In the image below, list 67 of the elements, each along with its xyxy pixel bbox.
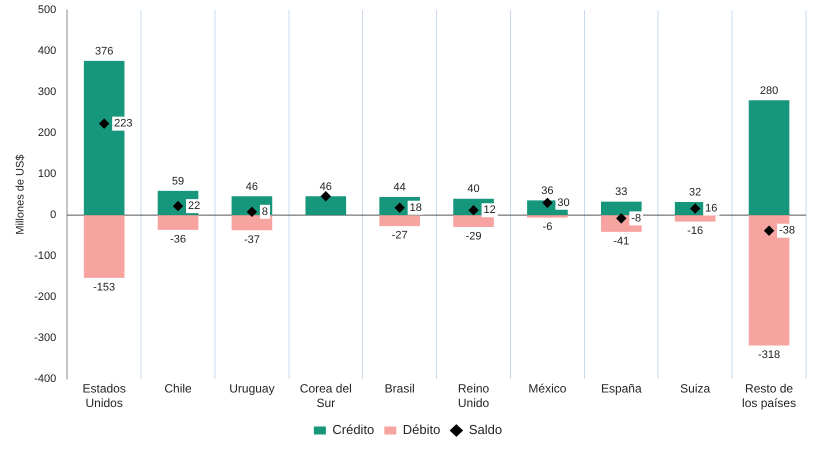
data-label: -27 bbox=[392, 230, 408, 242]
data-label: 33 bbox=[615, 186, 628, 198]
data-label: 16 bbox=[705, 202, 718, 215]
data-label: 59 bbox=[172, 175, 184, 188]
point bbox=[320, 191, 331, 202]
bar bbox=[305, 196, 346, 216]
data-label: 46 bbox=[246, 180, 258, 193]
y-tick-label: -300 bbox=[34, 332, 56, 344]
y-tick-label: -100 bbox=[34, 250, 56, 262]
data-label: -37 bbox=[244, 234, 260, 246]
bar bbox=[379, 215, 420, 226]
y-tick-label: 400 bbox=[38, 45, 56, 58]
data-label: -38 bbox=[779, 224, 795, 237]
x-tick-label: Chile bbox=[164, 382, 192, 396]
data-label: -16 bbox=[687, 225, 704, 238]
bar bbox=[158, 215, 198, 230]
x-tick-label: España bbox=[600, 382, 642, 396]
point bbox=[690, 204, 700, 214]
data-label: 30 bbox=[557, 196, 570, 209]
data-label: -36 bbox=[170, 233, 186, 246]
bar bbox=[453, 215, 494, 228]
legend-label: Débito bbox=[402, 422, 440, 438]
x-tick-label: Brasil bbox=[384, 382, 415, 396]
legend-label: Crédito bbox=[332, 422, 374, 438]
y-tick-label: 0 bbox=[50, 209, 56, 222]
bar bbox=[84, 215, 124, 278]
data-label: -41 bbox=[613, 235, 630, 248]
point bbox=[246, 206, 257, 217]
data-label: 44 bbox=[394, 182, 406, 194]
y-tick-label: -200 bbox=[34, 291, 56, 304]
x-tick-label: Reino Unido bbox=[458, 382, 490, 410]
data-label: 8 bbox=[262, 206, 268, 218]
data-label: 46 bbox=[320, 180, 332, 193]
bar bbox=[748, 100, 790, 216]
point bbox=[764, 226, 774, 236]
data-label: 36 bbox=[541, 184, 554, 197]
data-label: 280 bbox=[760, 84, 778, 97]
data-label: 18 bbox=[410, 202, 422, 214]
point bbox=[99, 118, 110, 129]
y-tick-label: -400 bbox=[34, 373, 56, 386]
data-label: 40 bbox=[467, 183, 480, 196]
data-label: -8 bbox=[631, 212, 642, 224]
bar bbox=[600, 202, 642, 216]
legend-label: Saldo bbox=[468, 422, 502, 438]
x-tick-label: Estados Unidos bbox=[82, 382, 126, 410]
y-tick-label: 100 bbox=[38, 168, 56, 180]
data-label: 22 bbox=[188, 200, 200, 212]
x-tick-label: Uruguay bbox=[229, 382, 275, 396]
data-label: -318 bbox=[758, 349, 780, 362]
bar bbox=[674, 215, 716, 222]
data-label: 376 bbox=[94, 45, 114, 58]
bar bbox=[232, 215, 272, 230]
y-tick-label: 200 bbox=[38, 127, 56, 140]
data-label: 32 bbox=[689, 186, 702, 199]
x-tick-label: México bbox=[528, 382, 567, 396]
data-label: 223 bbox=[114, 118, 133, 130]
bar bbox=[527, 215, 568, 218]
x-tick-label: Suiza bbox=[680, 382, 711, 396]
y-axis-title: Millones de US$ bbox=[14, 154, 27, 235]
x-tick-label: Resto de los países bbox=[742, 382, 796, 410]
data-label: 12 bbox=[484, 204, 496, 216]
data-label: -29 bbox=[466, 230, 482, 243]
y-tick-label: 500 bbox=[38, 4, 56, 16]
y-tick-label: 300 bbox=[38, 86, 56, 98]
data-label: -153 bbox=[93, 281, 116, 294]
data-label: -6 bbox=[542, 221, 552, 234]
x-tick-label: Corea del Sur bbox=[300, 382, 352, 410]
